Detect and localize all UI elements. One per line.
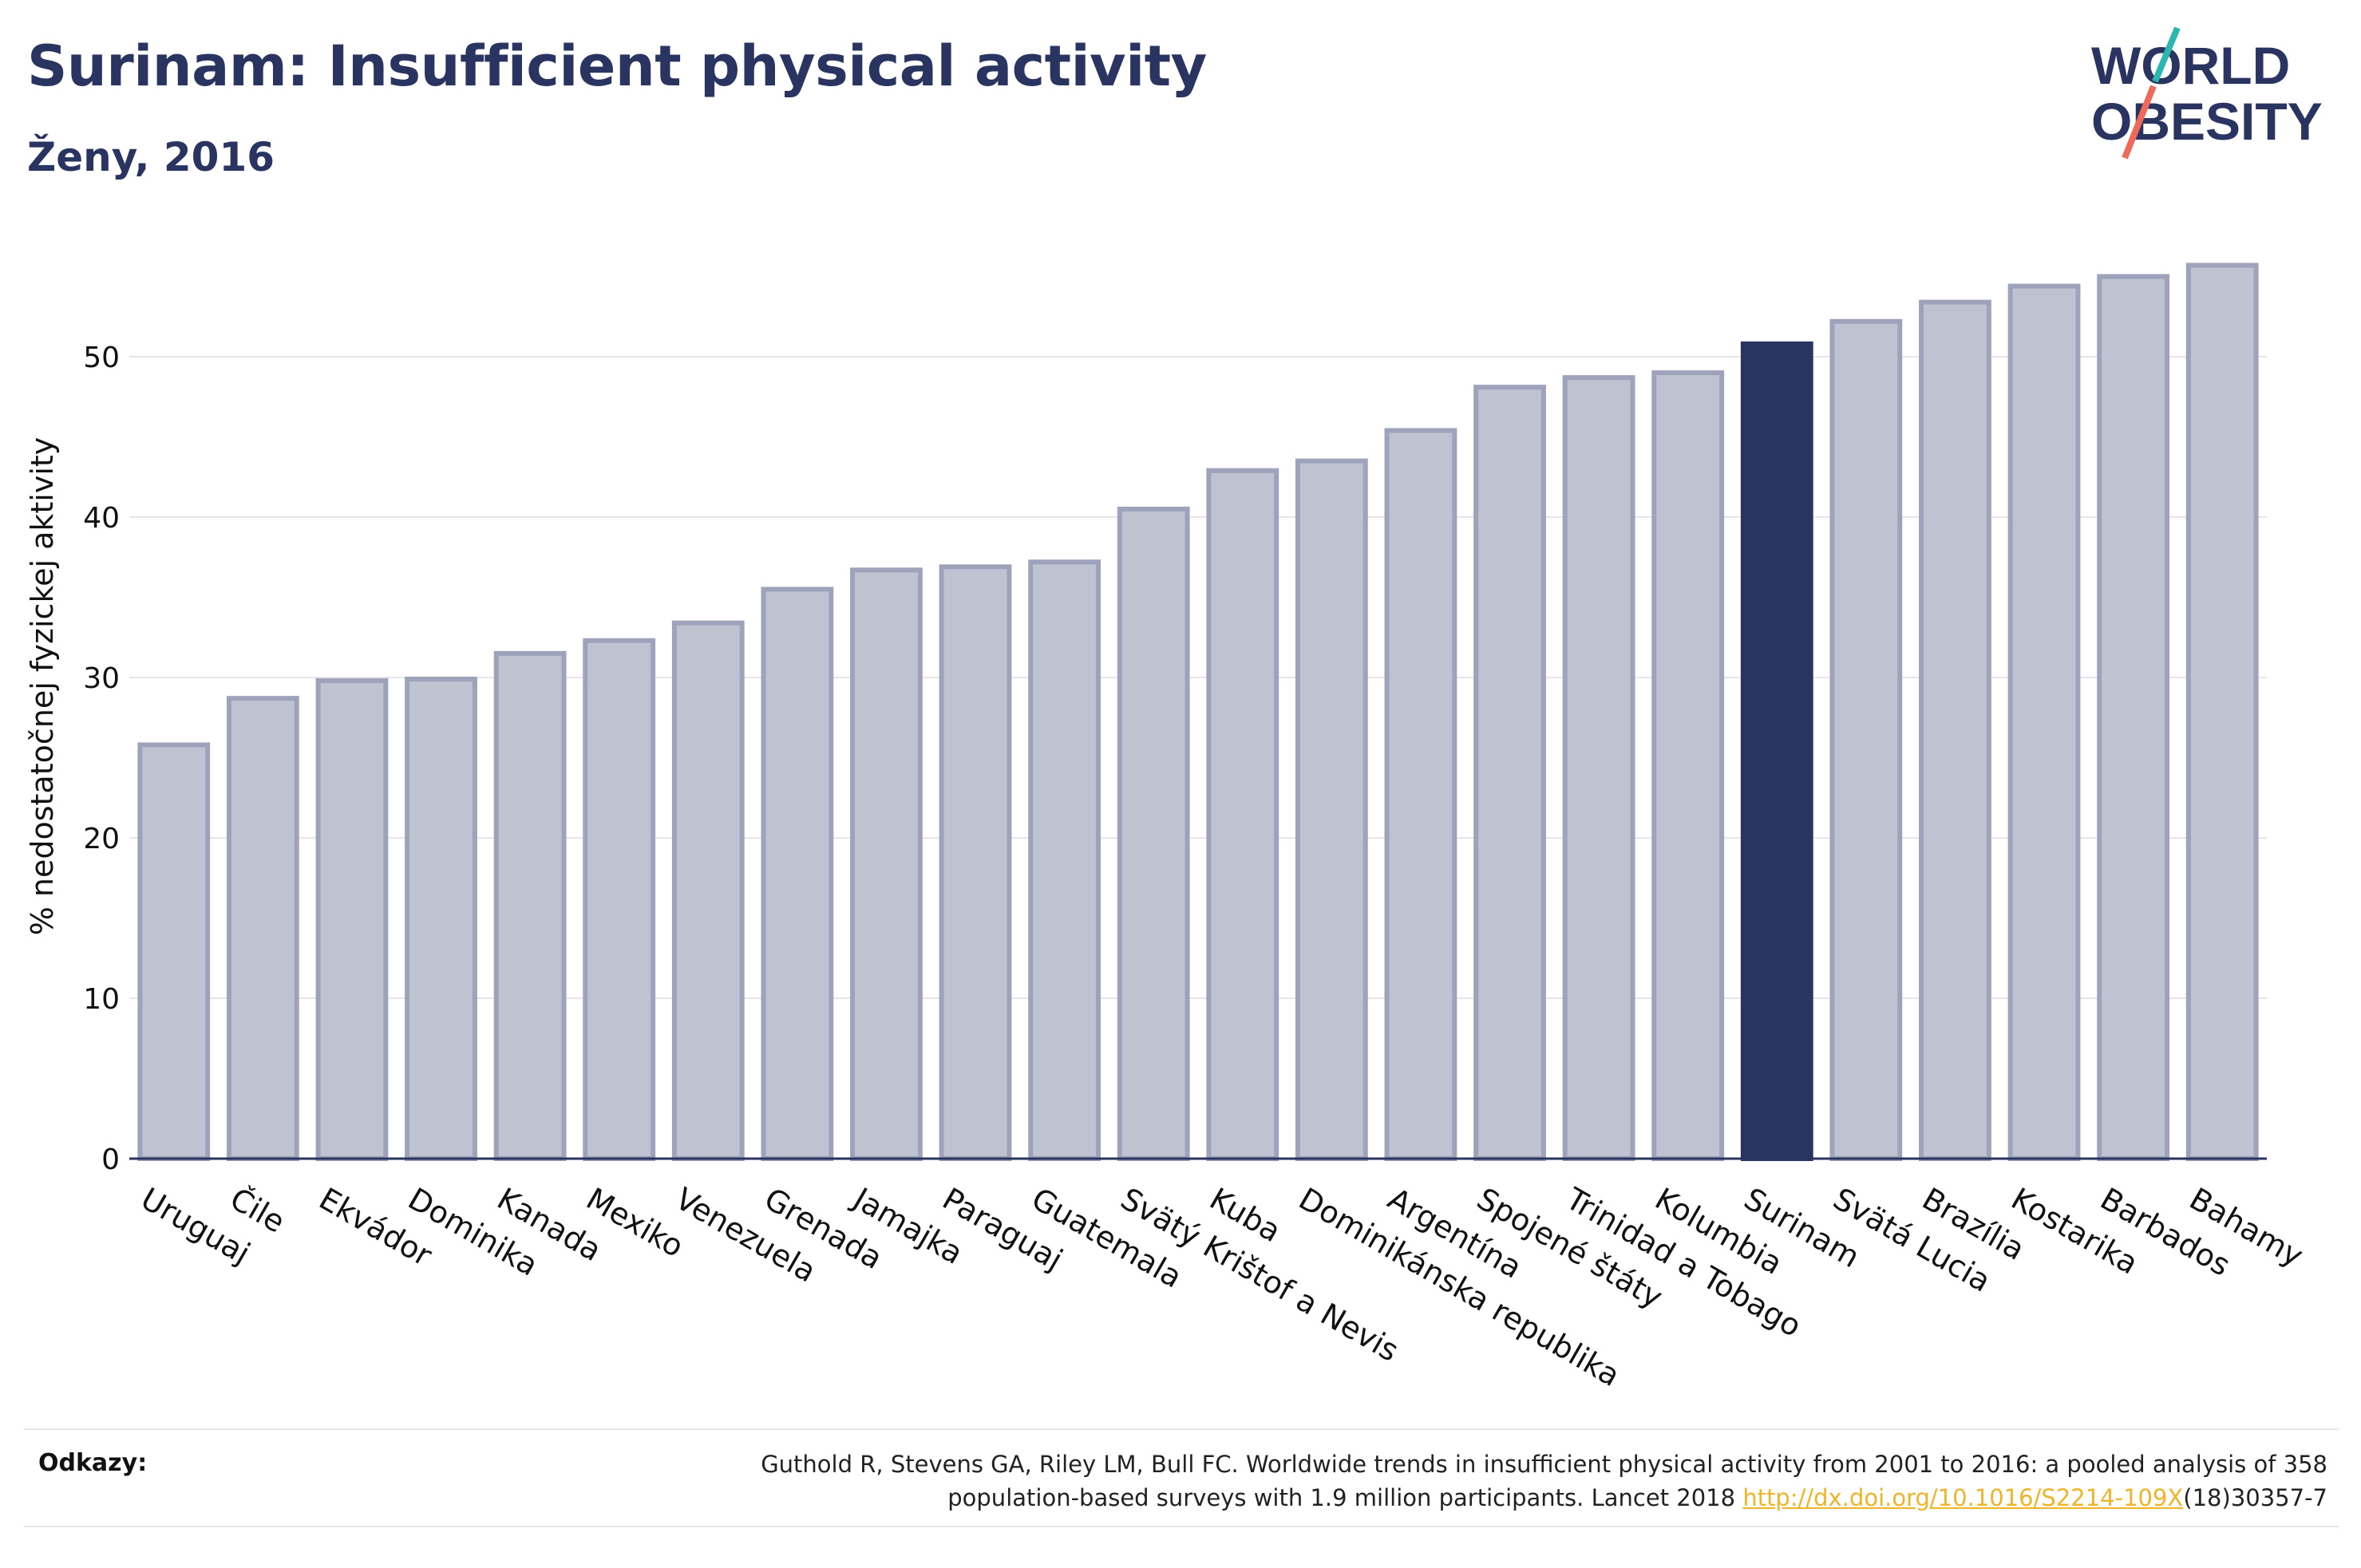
bar	[405, 677, 477, 1161]
bar	[226, 696, 299, 1161]
bar	[1919, 299, 1991, 1161]
bar	[1117, 506, 1190, 1161]
bar	[1028, 559, 1101, 1161]
bar	[1562, 375, 1635, 1161]
references-label: Odkazy:	[38, 1449, 148, 1477]
logo-line1: WORLD	[2091, 36, 2290, 95]
bar	[1384, 428, 1457, 1161]
bar-highlighted	[1740, 341, 1813, 1162]
chart-title: Surinam: Insufficient physical activity	[27, 34, 1207, 99]
references-text: Guthold R, Stevens GA, Riley LM, Bull FC…	[492, 1448, 2327, 1515]
y-tick-label: 0	[101, 1143, 120, 1176]
bar	[1295, 458, 1368, 1161]
bar	[583, 638, 656, 1161]
bar	[761, 587, 834, 1161]
bar	[1829, 318, 1903, 1161]
references-footer: Odkazy: Guthold R, Stevens GA, Riley LM,…	[24, 1428, 2339, 1527]
doi-link[interactable]: http://dx.doi.org/10.1016/S2214-109X	[1742, 1484, 2184, 1511]
bar	[850, 567, 923, 1161]
logo-slash-teal	[2152, 26, 2181, 83]
y-axis-label: % nedostatočnej fyzickej aktivity	[25, 437, 60, 936]
reference-line-2: population-based surveys with 1.9 millio…	[947, 1484, 1743, 1511]
reference-line-2-end: (18)30357-7	[2183, 1484, 2327, 1511]
bars	[137, 263, 2259, 1162]
bar	[671, 620, 745, 1161]
grid-lines	[129, 356, 2267, 999]
y-tick-label: 10	[83, 983, 120, 1016]
logo-slash-coral	[2122, 85, 2157, 160]
y-tick-label: 30	[83, 662, 120, 695]
y-tick-label: 50	[83, 342, 120, 374]
bar	[1651, 370, 1725, 1162]
bar	[1473, 385, 1546, 1161]
bar	[2097, 274, 2170, 1161]
world-obesity-logo: WORLD OBESITY	[2091, 26, 2323, 160]
bar	[939, 564, 1012, 1161]
bar	[1206, 468, 1279, 1161]
bar	[2007, 283, 2081, 1161]
bar	[315, 678, 389, 1161]
bar	[137, 742, 211, 1161]
bar	[2185, 263, 2259, 1161]
reference-line-1: Guthold R, Stevens GA, Riley LM, Bull FC…	[761, 1451, 2327, 1478]
y-tick-label: 40	[83, 502, 120, 535]
bar	[493, 650, 567, 1161]
y-tick-label: 20	[83, 823, 120, 855]
chart-subtitle: Ženy, 2016	[27, 134, 275, 180]
